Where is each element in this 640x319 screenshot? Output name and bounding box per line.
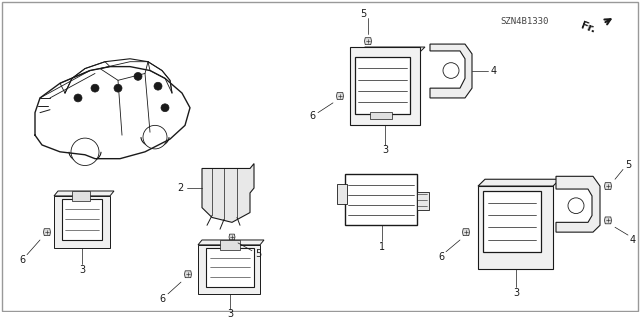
Circle shape bbox=[91, 84, 99, 92]
Circle shape bbox=[568, 198, 584, 213]
Circle shape bbox=[154, 82, 162, 90]
Text: 5: 5 bbox=[255, 249, 261, 259]
Text: 6: 6 bbox=[19, 255, 25, 264]
Text: 6: 6 bbox=[438, 252, 444, 262]
Text: 3: 3 bbox=[513, 288, 519, 298]
Text: 6: 6 bbox=[159, 294, 165, 304]
Polygon shape bbox=[202, 164, 254, 222]
Text: 3: 3 bbox=[79, 265, 85, 275]
Text: 1: 1 bbox=[379, 242, 385, 252]
Polygon shape bbox=[365, 38, 371, 45]
Text: 4: 4 bbox=[630, 235, 636, 245]
Bar bbox=[72, 191, 90, 201]
Circle shape bbox=[74, 94, 82, 102]
Text: 2: 2 bbox=[177, 183, 183, 193]
Circle shape bbox=[114, 84, 122, 92]
Polygon shape bbox=[430, 44, 472, 98]
Polygon shape bbox=[463, 229, 470, 235]
Polygon shape bbox=[44, 229, 51, 235]
Bar bbox=[483, 191, 541, 252]
Circle shape bbox=[134, 72, 142, 80]
Polygon shape bbox=[350, 47, 420, 125]
Polygon shape bbox=[198, 240, 264, 245]
Bar bbox=[206, 248, 254, 287]
Text: SZN4B1330: SZN4B1330 bbox=[500, 17, 549, 26]
Text: 4: 4 bbox=[491, 65, 497, 76]
Polygon shape bbox=[337, 93, 344, 100]
Polygon shape bbox=[54, 196, 110, 248]
Bar bbox=[370, 112, 392, 120]
Polygon shape bbox=[358, 47, 425, 54]
Text: 6: 6 bbox=[309, 111, 315, 121]
Text: 5: 5 bbox=[360, 9, 366, 19]
Bar bbox=[220, 240, 240, 250]
Polygon shape bbox=[229, 234, 235, 240]
Circle shape bbox=[161, 104, 169, 112]
Polygon shape bbox=[358, 54, 418, 117]
Text: 3: 3 bbox=[227, 309, 233, 319]
Polygon shape bbox=[478, 179, 560, 186]
Bar bbox=[355, 57, 410, 114]
Bar bbox=[62, 199, 102, 240]
Bar bbox=[337, 184, 347, 204]
Circle shape bbox=[71, 138, 99, 166]
Polygon shape bbox=[605, 183, 611, 189]
Circle shape bbox=[143, 125, 167, 149]
Polygon shape bbox=[184, 271, 191, 278]
Polygon shape bbox=[198, 245, 260, 294]
Text: 3: 3 bbox=[382, 145, 388, 155]
Text: 5: 5 bbox=[625, 160, 631, 170]
Polygon shape bbox=[54, 191, 114, 196]
Text: Fr.: Fr. bbox=[579, 20, 596, 35]
Polygon shape bbox=[605, 217, 611, 224]
Polygon shape bbox=[478, 186, 553, 269]
Bar bbox=[345, 174, 417, 225]
Circle shape bbox=[443, 63, 459, 78]
Bar bbox=[417, 192, 429, 210]
Polygon shape bbox=[556, 176, 600, 232]
